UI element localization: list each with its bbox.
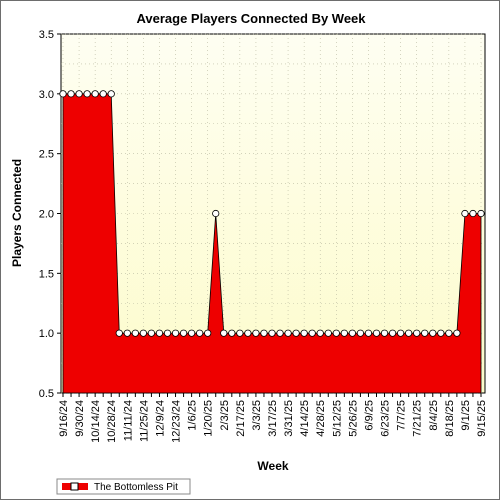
data-point <box>123 329 131 337</box>
y-tick-label: 0.5 <box>39 388 54 400</box>
data-point <box>59 90 67 98</box>
data-point <box>380 329 389 337</box>
x-axis: 9/16/24 9/30/24 10/14/24 10/28/24 11/11/24 11… <box>58 393 488 443</box>
x-tick-label: 10/28/24 <box>106 400 118 443</box>
data-point <box>171 329 180 337</box>
y-axis: 0.5 1.0 1.5 2.0 2.5 3.0 3.5 <box>39 29 61 400</box>
data-point <box>244 329 252 337</box>
x-tick-label: 7/7/25 <box>396 400 408 431</box>
legend-label: The Bottomless Pit <box>94 482 178 493</box>
data-point <box>196 329 204 337</box>
x-tick-label: 11/25/24 <box>138 400 150 442</box>
data-point <box>316 329 324 337</box>
x-tick-label: 3/17/25 <box>267 400 279 437</box>
data-point <box>356 329 365 337</box>
data-point <box>372 329 381 337</box>
y-tick-label: 1.5 <box>39 268 54 280</box>
data-point <box>276 329 284 337</box>
chart-title: Average Players Connected By Week <box>136 11 366 26</box>
y-tick-label: 3.5 <box>39 29 54 41</box>
data-point <box>308 329 316 337</box>
data-point <box>284 329 292 337</box>
data-point <box>437 329 445 337</box>
x-tick-label: 2/17/25 <box>235 400 247 437</box>
data-point <box>429 329 437 337</box>
y-tick-label: 1.0 <box>39 328 54 340</box>
data-point <box>477 209 485 218</box>
y-axis-title: Players Connected <box>10 159 24 267</box>
x-tick-label: 12/9/24 <box>154 400 166 437</box>
data-point <box>292 329 300 337</box>
data-point <box>453 329 461 337</box>
series-markers <box>59 90 485 337</box>
x-tick-label: 9/30/24 <box>74 400 86 437</box>
data-point <box>413 329 421 337</box>
data-point <box>115 329 123 337</box>
x-tick-label: 4/14/25 <box>299 400 311 437</box>
x-tick-label: 3/31/25 <box>283 400 295 437</box>
y-tick-label: 3.0 <box>39 89 54 101</box>
x-tick-label: 9/16/24 <box>58 400 70 437</box>
data-point <box>300 329 308 337</box>
data-point <box>107 90 115 98</box>
x-tick-label: 3/3/25 <box>251 400 263 431</box>
data-point <box>340 329 348 337</box>
data-point <box>364 329 373 337</box>
x-tick-label: 7/21/25 <box>412 400 424 437</box>
y-tick-label: 2.0 <box>39 209 54 221</box>
data-point <box>131 329 139 337</box>
data-point <box>324 329 332 337</box>
data-point <box>405 329 413 337</box>
data-point <box>260 329 268 337</box>
data-point <box>220 329 228 337</box>
x-axis-title: Week <box>257 459 288 473</box>
x-tick-label: 9/15/25 <box>476 400 488 437</box>
x-tick-label: 9/1/25 <box>460 400 472 431</box>
data-point <box>179 329 188 337</box>
x-tick-label: 11/11/24 <box>122 400 134 441</box>
data-point <box>469 209 477 218</box>
data-point <box>268 329 276 337</box>
data-point <box>83 90 91 98</box>
data-point <box>397 329 405 337</box>
x-tick-label: 5/26/25 <box>347 400 359 437</box>
x-tick-label: 1/20/25 <box>203 400 215 437</box>
data-point <box>421 329 429 337</box>
data-point <box>139 329 147 337</box>
data-point <box>332 329 340 337</box>
data-point <box>236 329 244 337</box>
data-point <box>445 329 453 337</box>
x-tick-label: 10/14/24 <box>90 400 102 443</box>
data-point <box>348 329 356 337</box>
legend: The Bottomless Pit <box>56 478 191 495</box>
data-point <box>204 329 212 337</box>
x-tick-label: 2/3/25 <box>219 400 231 431</box>
data-point <box>252 329 260 337</box>
y-tick-label: 2.5 <box>39 149 54 161</box>
x-tick-label: 6/23/25 <box>380 400 392 437</box>
x-tick-label: 1/6/25 <box>187 400 199 431</box>
data-point <box>188 329 196 337</box>
legend-marker <box>70 482 79 491</box>
data-point <box>212 209 220 218</box>
data-point <box>67 90 75 98</box>
legend-box <box>56 478 191 495</box>
x-tick-label: 8/4/25 <box>428 400 440 431</box>
data-point <box>461 209 469 218</box>
data-point <box>228 329 236 337</box>
x-tick-label: 5/12/25 <box>331 400 343 437</box>
data-point <box>155 329 164 337</box>
x-tick-label: 8/18/25 <box>444 400 456 437</box>
data-point <box>91 90 99 98</box>
data-point <box>388 329 397 337</box>
x-tick-label: 4/28/25 <box>315 400 327 437</box>
data-point <box>75 90 83 98</box>
data-point <box>99 90 107 98</box>
data-point <box>163 329 172 337</box>
data-point <box>147 329 156 337</box>
x-tick-label: 6/9/25 <box>363 400 375 431</box>
x-tick-label: 12/23/24 <box>171 400 183 443</box>
